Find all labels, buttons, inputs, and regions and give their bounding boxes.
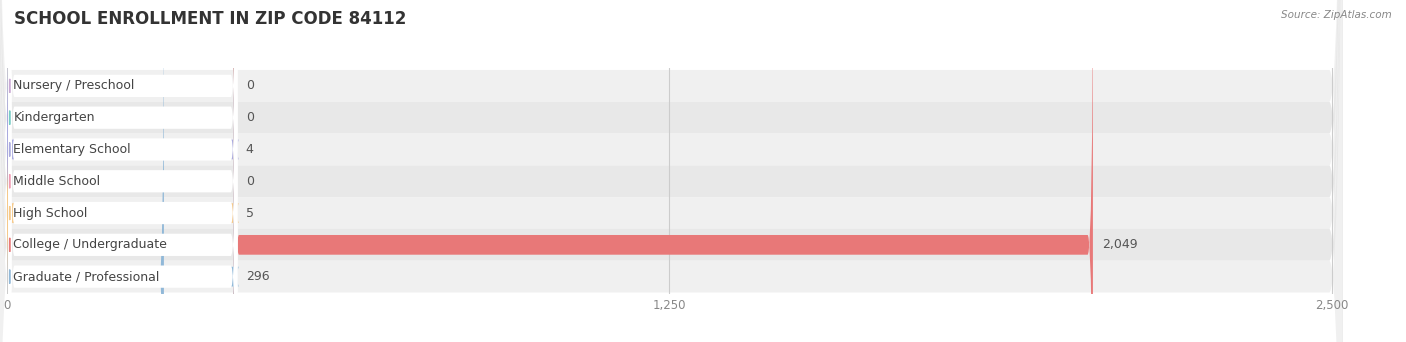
Text: 0: 0: [246, 111, 253, 124]
Text: 2,049: 2,049: [1102, 238, 1137, 251]
FancyBboxPatch shape: [0, 0, 1343, 342]
FancyBboxPatch shape: [0, 0, 1343, 342]
Text: SCHOOL ENROLLMENT IN ZIP CODE 84112: SCHOOL ENROLLMENT IN ZIP CODE 84112: [14, 10, 406, 28]
FancyBboxPatch shape: [0, 0, 1343, 342]
Text: 5: 5: [246, 207, 253, 220]
FancyBboxPatch shape: [0, 0, 1343, 342]
FancyBboxPatch shape: [159, 0, 239, 342]
Text: 4: 4: [246, 143, 253, 156]
FancyBboxPatch shape: [8, 0, 238, 342]
FancyBboxPatch shape: [8, 0, 238, 342]
Text: Source: ZipAtlas.com: Source: ZipAtlas.com: [1281, 10, 1392, 20]
Text: Middle School: Middle School: [14, 175, 100, 188]
Text: College / Undergraduate: College / Undergraduate: [14, 238, 167, 251]
FancyBboxPatch shape: [8, 0, 238, 342]
FancyBboxPatch shape: [4, 0, 239, 342]
FancyBboxPatch shape: [4, 0, 239, 342]
Text: Nursery / Preschool: Nursery / Preschool: [14, 79, 135, 92]
Text: High School: High School: [14, 207, 87, 220]
FancyBboxPatch shape: [8, 0, 238, 342]
Text: Graduate / Professional: Graduate / Professional: [14, 270, 160, 283]
Text: Elementary School: Elementary School: [14, 143, 131, 156]
Text: 0: 0: [246, 79, 253, 92]
FancyBboxPatch shape: [8, 0, 238, 342]
Text: Kindergarten: Kindergarten: [14, 111, 94, 124]
FancyBboxPatch shape: [233, 0, 1092, 342]
FancyBboxPatch shape: [8, 0, 238, 342]
FancyBboxPatch shape: [8, 0, 238, 342]
Text: 296: 296: [246, 270, 270, 283]
FancyBboxPatch shape: [0, 0, 1343, 342]
Text: 0: 0: [246, 175, 253, 188]
FancyBboxPatch shape: [0, 0, 1343, 342]
FancyBboxPatch shape: [0, 0, 1343, 342]
